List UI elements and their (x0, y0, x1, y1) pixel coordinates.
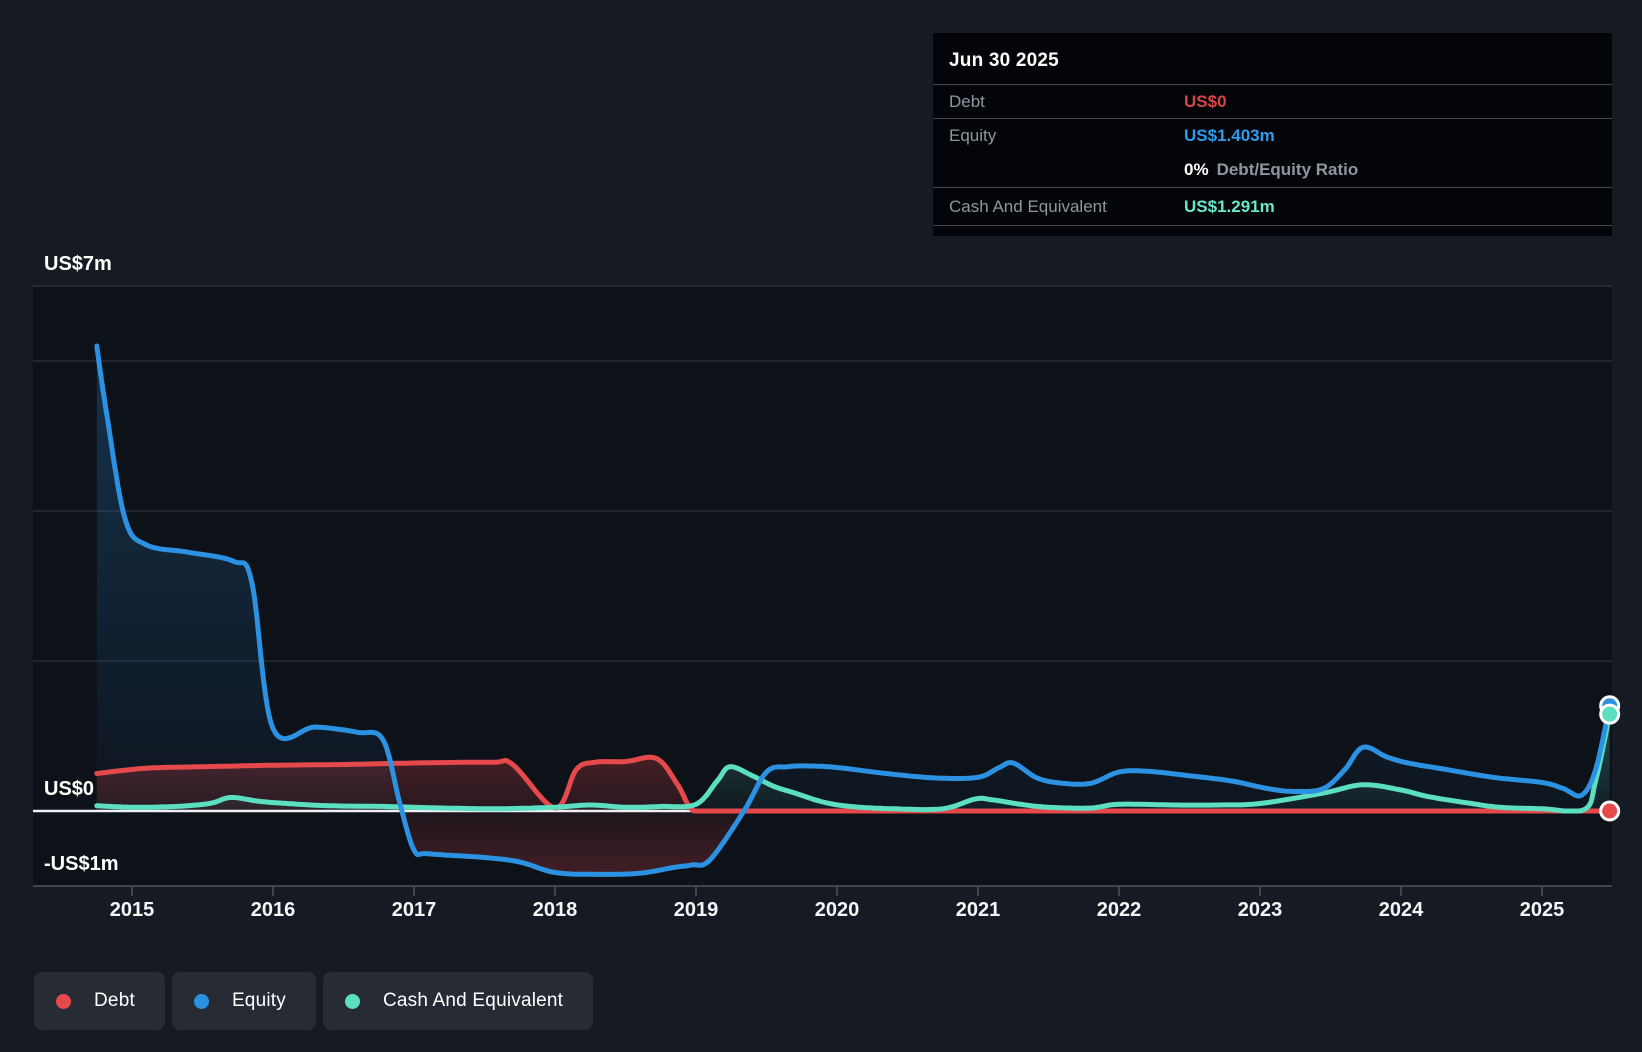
cash-line (94, 711, 1613, 814)
debt-endpoint-marker[interactable] (1599, 800, 1621, 822)
x-axis-label: 2021 (956, 899, 1001, 921)
tooltip-ratio-value: 0% (1184, 160, 1209, 179)
cash-series-dot-icon (344, 993, 360, 1009)
debt-series-dot-icon (56, 993, 71, 1009)
y-axis-label: -US$1m (44, 853, 118, 875)
chart-legend: Debt Equity Cash And Equivalent (34, 972, 594, 1030)
x-axis-label: 2019 (674, 899, 719, 921)
y-axis-label: US$7m (44, 253, 112, 275)
tooltip-cash-value: US$1.291m (1184, 196, 1275, 216)
divider (933, 225, 1612, 226)
tooltip-row-equity: Equity US$1.403m (933, 119, 1612, 153)
legend-item-debt[interactable]: Debt (34, 972, 165, 1030)
cash-endpoint-marker[interactable] (1599, 703, 1621, 725)
tooltip-row-debt: Debt US$0 (933, 85, 1612, 118)
x-axis-label: 2024 (1379, 899, 1424, 921)
legend-equity-label: Equity (231, 990, 286, 1011)
chart-tooltip: Jun 30 2025 Debt US$0 Equity US$1.403m 0… (933, 33, 1612, 236)
tooltip-debt-value: US$0 (1184, 91, 1227, 111)
debt-line (94, 754, 1613, 814)
x-axis-label: 2022 (1097, 899, 1142, 921)
legend-cash-label: Cash And Equivalent (382, 990, 564, 1011)
debt-area (96, 757, 1610, 811)
y-axis-label: US$0 (44, 778, 94, 800)
divider (933, 187, 1612, 188)
tooltip-row-cash: Cash And Equivalent US$1.291m (933, 188, 1612, 225)
tooltip-cash-label: Cash And Equivalent (949, 196, 1107, 216)
legend-debt-label: Debt (94, 990, 135, 1011)
legend-item-equity[interactable]: Equity (171, 972, 316, 1030)
tooltip-ratio-label: Debt/Equity Ratio (1216, 160, 1359, 179)
x-axis-label: 2023 (1238, 899, 1283, 921)
x-axis-label: 2020 (815, 899, 860, 921)
tooltip-equity-value: US$1.403m (1184, 126, 1275, 145)
divider (933, 118, 1612, 119)
x-axis-label: 2017 (392, 899, 437, 921)
tooltip-equity-label: Equity (949, 126, 997, 145)
x-axis-label: 2025 (1520, 899, 1565, 921)
x-axis-label: 2018 (533, 899, 578, 921)
equity-area-negative (96, 811, 1610, 875)
legend-item-cash[interactable]: Cash And Equivalent (322, 972, 594, 1030)
divider (933, 84, 1612, 85)
tooltip-debt-label: Debt (949, 91, 985, 111)
x-axis-label: 2016 (251, 899, 296, 921)
equity-line (94, 343, 1613, 877)
tooltip-row-ratio: 0% Debt/Equity Ratio (933, 153, 1612, 187)
equity-series-dot-icon (193, 993, 209, 1009)
x-axis-label: 2015 (110, 899, 155, 921)
tooltip-date: Jun 30 2025 (949, 49, 1059, 71)
